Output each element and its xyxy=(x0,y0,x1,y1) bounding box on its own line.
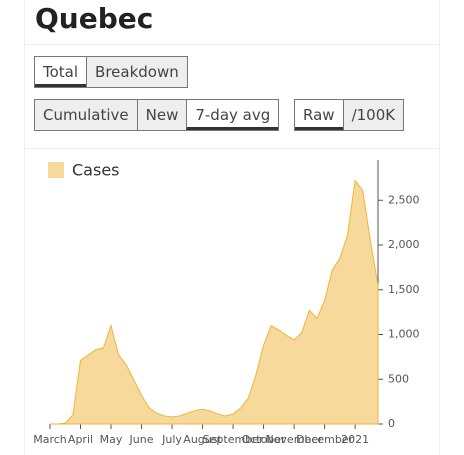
toggle-button[interactable]: Breakdown xyxy=(86,57,187,87)
x-tick-label: July xyxy=(161,433,182,446)
toggle-button[interactable]: New xyxy=(136,100,187,130)
title: Quebec xyxy=(35,2,154,35)
toggle-button[interactable]: /100K xyxy=(342,100,404,130)
x-tick-label: December xyxy=(296,433,354,446)
x-tick-label: May xyxy=(100,433,123,446)
x-tick-label: 2021 xyxy=(341,433,369,446)
separator xyxy=(25,148,439,149)
separator xyxy=(25,44,439,45)
x-tick-label: September xyxy=(203,433,264,446)
button-group: Total Breakdown xyxy=(34,56,188,88)
y-tick-label: 1,000 xyxy=(388,328,420,341)
y-tick-label: 2,000 xyxy=(388,238,420,251)
toggle-button[interactable]: 7-day avg xyxy=(186,100,279,130)
toggle-button[interactable]: Raw xyxy=(295,100,343,130)
x-tick-label: March xyxy=(33,433,67,446)
y-tick-label: 500 xyxy=(388,372,409,385)
x-tick-label: November xyxy=(265,433,323,446)
legend-label: Cases xyxy=(72,161,120,180)
legend-swatch xyxy=(48,162,64,178)
area xyxy=(50,179,379,425)
x-tick-label: August xyxy=(183,433,222,446)
y-tick-label: 0 xyxy=(388,417,395,430)
y-tick-label: 1,500 xyxy=(388,283,420,296)
y-tick-label: 2,500 xyxy=(388,193,420,206)
button-group: Cumulative New 7-day avg xyxy=(34,99,280,131)
toggle-button[interactable]: Cumulative xyxy=(35,100,137,130)
button-group: Raw/100K xyxy=(294,99,405,131)
card: Quebec Total Breakdown Cumulative New 7-day … xyxy=(24,0,440,455)
toggle-button[interactable]: Total xyxy=(35,57,87,87)
x-tick-label: April xyxy=(68,433,93,446)
x-tick-label: June xyxy=(129,433,154,446)
x-tick-label: October xyxy=(242,433,286,446)
